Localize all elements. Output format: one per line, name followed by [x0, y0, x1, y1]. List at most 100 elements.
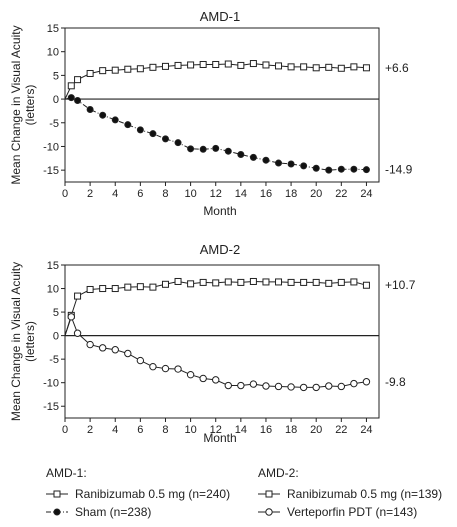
legend-group-title: AMD-1: — [46, 466, 87, 480]
data-point — [161, 135, 169, 143]
data-point — [224, 381, 232, 390]
series-2: -9.8 — [64, 313, 406, 392]
data-point — [362, 281, 370, 289]
data-point — [149, 63, 157, 71]
x-axis-label: Month — [203, 204, 236, 218]
data-point — [275, 278, 283, 286]
data-point — [86, 340, 94, 349]
x-tick-label: 22 — [335, 188, 347, 200]
end-value-label: -9.8 — [385, 375, 406, 389]
data-point — [325, 63, 333, 71]
data-point — [262, 382, 270, 390]
data-point — [275, 62, 283, 70]
series-1: +6.6 — [64, 60, 409, 100]
data-point — [136, 126, 144, 134]
data-point — [74, 292, 82, 300]
x-tick-label: 6 — [137, 424, 143, 436]
data-point — [287, 383, 295, 391]
data-point — [74, 76, 82, 84]
data-point — [337, 382, 346, 391]
data-point — [149, 362, 157, 371]
data-point — [99, 111, 107, 119]
data-point — [149, 283, 157, 291]
end-value-label: +10.7 — [385, 278, 416, 292]
data-point — [362, 64, 370, 72]
legend-item: Ranibizumab 0.5 mg (n=240) — [46, 487, 230, 501]
data-point — [350, 278, 358, 286]
legend-marker-icon — [53, 508, 61, 516]
x-tick-label: 6 — [137, 188, 143, 200]
data-point — [224, 278, 232, 286]
data-point — [187, 145, 195, 153]
legend-group-1: AMD-1: Ranibizumab 0.5 mg (n=240) Sham (n=… — [46, 466, 230, 519]
data-point — [350, 63, 358, 71]
x-tick-label: 14 — [235, 188, 247, 200]
chart-title: AMD-1 — [200, 9, 240, 24]
data-point — [249, 153, 257, 161]
data-point — [262, 156, 270, 164]
data-point — [312, 64, 320, 72]
data-point — [136, 65, 144, 73]
data-point — [287, 278, 295, 286]
legend-marker-icon — [53, 490, 61, 498]
data-point — [224, 147, 232, 155]
data-point — [350, 379, 358, 388]
data-point — [124, 121, 132, 129]
data-point — [262, 61, 270, 69]
data-point — [337, 165, 345, 173]
data-point — [287, 63, 295, 71]
data-point — [174, 139, 182, 147]
x-tick-label: 18 — [285, 188, 297, 200]
data-point — [99, 285, 107, 293]
y-tick-label: 10 — [47, 47, 59, 59]
plot-frame — [64, 27, 380, 183]
y-tick-label: 15 — [47, 260, 59, 272]
data-point — [212, 376, 220, 384]
data-point — [124, 349, 132, 358]
data-point — [199, 145, 207, 153]
data-point — [287, 160, 295, 168]
data-point — [161, 62, 169, 70]
data-point — [237, 151, 245, 159]
y-axis-label-line: (letters) — [23, 85, 37, 126]
data-point — [325, 166, 333, 174]
data-point — [199, 60, 207, 68]
data-point — [337, 64, 345, 72]
plot-frame — [64, 264, 380, 419]
end-value-label: -14.9 — [385, 163, 413, 177]
data-point — [199, 278, 207, 286]
series-2: -14.9 — [64, 94, 413, 177]
y-tick-label: -5 — [49, 118, 59, 130]
y-axis-label-line: (letters) — [23, 321, 37, 362]
data-point — [67, 94, 75, 102]
data-point — [337, 278, 345, 286]
data-point — [86, 106, 94, 114]
data-point — [187, 61, 195, 69]
data-point — [73, 329, 82, 337]
data-point — [325, 382, 333, 390]
data-point — [161, 280, 169, 288]
data-point — [237, 61, 245, 69]
x-tick-label: 12 — [210, 188, 222, 200]
data-point — [187, 280, 195, 288]
data-point — [161, 364, 170, 373]
data-point — [350, 165, 358, 173]
data-point — [237, 278, 245, 286]
data-point — [111, 346, 119, 354]
data-point — [149, 130, 157, 138]
data-point — [124, 283, 132, 291]
x-tick-label: 8 — [162, 188, 168, 200]
data-point — [312, 164, 320, 172]
y-tick-label: -10 — [43, 378, 59, 390]
data-point — [274, 382, 283, 391]
data-point — [362, 378, 371, 386]
data-point — [98, 344, 107, 352]
data-point — [300, 278, 308, 286]
data-point — [74, 96, 82, 104]
legend-marker-icon — [265, 508, 273, 516]
data-point — [249, 380, 258, 388]
legend-marker-icon — [265, 490, 273, 498]
legend-item-label: Sham (n=238) — [75, 505, 151, 519]
data-point — [300, 63, 308, 71]
